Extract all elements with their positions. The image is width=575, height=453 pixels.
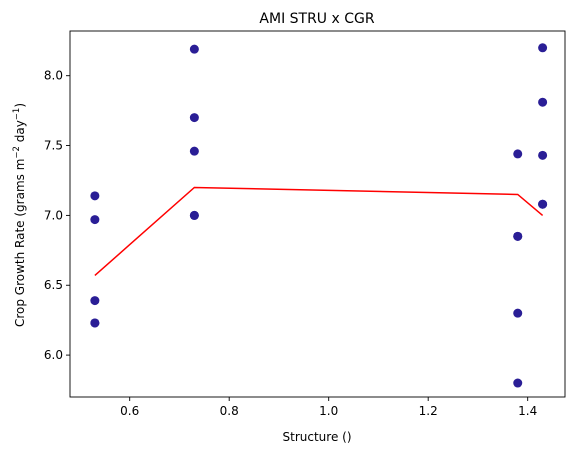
y-tick-label: 7.0: [44, 208, 63, 222]
y-axis-label-part1: Crop Growth Rate (grams m: [13, 159, 27, 327]
x-axis-label: Structure (): [283, 430, 352, 444]
x-tick-label: 1.0: [319, 404, 338, 418]
scatter-point: [513, 379, 522, 388]
y-tick-label: 7.5: [44, 139, 63, 153]
scatter-point: [190, 113, 199, 122]
x-tick-label: 0.6: [120, 404, 139, 418]
scatter-point: [90, 215, 99, 224]
scatter-point: [538, 43, 547, 52]
y-tick-label: 6.5: [44, 278, 63, 292]
x-tick-label: 0.8: [220, 404, 239, 418]
y-axis-label-sup1: −2: [12, 146, 22, 159]
y-axis-label-sup2: −1: [12, 108, 22, 121]
scatter-point: [90, 191, 99, 200]
scatter-point: [513, 149, 522, 158]
scatter-point: [190, 211, 199, 220]
x-tick-label: 1.2: [419, 404, 438, 418]
scatter-point: [513, 309, 522, 318]
scatter-point: [190, 147, 199, 156]
y-tick-label: 6.0: [44, 348, 63, 362]
chart-title: AMI STRU x CGR: [259, 11, 374, 27]
y-tick-label: 8.0: [44, 69, 63, 83]
y-axis-label-part2: day: [13, 120, 27, 146]
scatter-point: [538, 98, 547, 107]
scatter-point: [513, 232, 522, 241]
scatter-point: [90, 296, 99, 305]
y-axis-label: Crop Growth Rate (grams m−2 day−1): [12, 103, 27, 327]
scatter-point: [90, 318, 99, 327]
scatter-point: [538, 151, 547, 160]
y-axis-label-part3: ): [13, 103, 27, 108]
scatter-point: [190, 45, 199, 54]
scatter-point: [538, 200, 547, 209]
x-tick-label: 1.4: [518, 404, 537, 418]
